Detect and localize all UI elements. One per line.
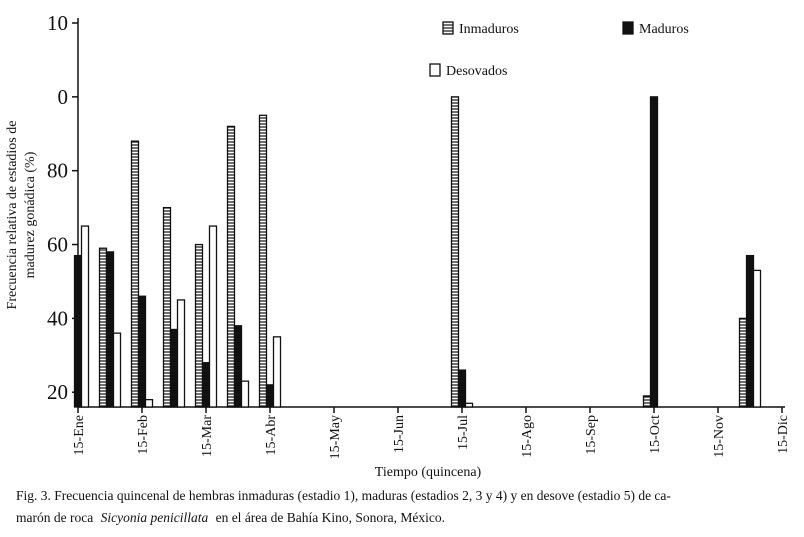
bar (649, 96, 659, 408)
legend-label: Desovados (446, 64, 507, 79)
caption-species: Sicyonia penicillata (101, 510, 209, 525)
caption: Fig. 3. Frecuencia quincenal de hembras … (16, 488, 671, 503)
y-tick-label: 80 (47, 159, 68, 183)
bar (194, 243, 204, 408)
bar (98, 247, 108, 408)
bar (272, 336, 282, 408)
y-axis-label-line: madurez gonádica (%) (23, 151, 38, 278)
bar (144, 398, 154, 408)
caption: marón de roca Sicyonia penicillata en el… (16, 510, 445, 525)
bar (130, 140, 140, 408)
bar (233, 325, 243, 408)
bar (265, 384, 275, 408)
bar (457, 369, 467, 408)
y-tick-label: 0 (58, 85, 69, 109)
bar (208, 225, 218, 408)
legend-label: Maduros (639, 22, 689, 37)
x-tick-label: 15-Abr (264, 415, 279, 456)
bar (169, 328, 179, 408)
bar (112, 332, 122, 408)
x-tick-label: 15-Jun (392, 415, 407, 453)
x-tick-label: 15-Ene (72, 415, 87, 455)
bar (240, 380, 250, 408)
bar (752, 269, 762, 408)
bar (201, 362, 211, 408)
x-tick-label: 15-Jul (456, 415, 471, 450)
bar (450, 96, 460, 408)
bar (73, 254, 83, 408)
caption-part: en el área de Bahía Kino, Sonora, México… (216, 510, 445, 525)
bar (745, 254, 755, 408)
x-tick-label: 15-Feb (136, 415, 151, 455)
y-axis-label-line: Frecuencia relativa de estadios de (5, 121, 20, 310)
x-axis-label: Tiempo (quincena) (375, 465, 482, 480)
y-tick-label: 10 (47, 11, 68, 35)
bar (642, 395, 652, 408)
y-tick-label: 40 (47, 306, 68, 330)
bar (464, 402, 474, 408)
x-tick-label: 15-May (328, 415, 343, 459)
x-tick-label: 15-Oct (648, 415, 663, 454)
bar (137, 295, 147, 408)
bar (80, 225, 90, 408)
x-tick-label: 15-Mar (200, 415, 215, 457)
bar (226, 125, 236, 408)
y-tick-label: 20 (47, 380, 68, 404)
y-axis-label: Frecuencia relativa de estadios de madur… (5, 121, 38, 310)
x-tick-label: 15-Sep (584, 415, 599, 455)
legend-swatch (442, 21, 454, 35)
legend-label: Inmaduros (459, 22, 519, 37)
bar (105, 251, 115, 408)
y-tick-label: 60 (47, 233, 68, 257)
bar (738, 317, 748, 408)
legend-swatch (622, 21, 634, 35)
x-tick-label: 15-Nov (712, 415, 727, 458)
bar (258, 114, 268, 408)
bar (176, 299, 186, 408)
legend-swatch (429, 63, 441, 77)
x-tick-label: 15-Dic (776, 415, 791, 454)
bar (162, 206, 172, 408)
x-tick-label: 15-Ago (520, 415, 535, 458)
caption-part: marón de roca (16, 510, 93, 525)
